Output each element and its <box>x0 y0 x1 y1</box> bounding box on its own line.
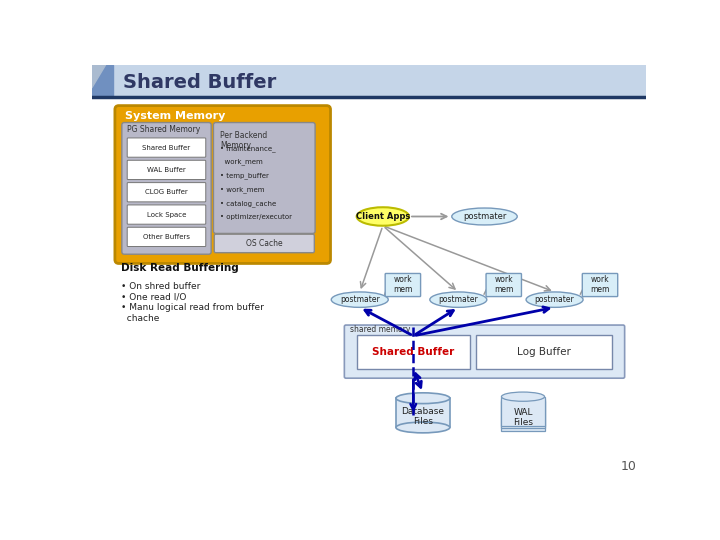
Ellipse shape <box>396 393 450 403</box>
Text: postmater: postmater <box>463 212 506 221</box>
FancyBboxPatch shape <box>486 273 521 296</box>
FancyBboxPatch shape <box>127 160 206 179</box>
FancyBboxPatch shape <box>356 335 470 369</box>
Text: Shared Buffer: Shared Buffer <box>122 73 276 92</box>
Text: • Manu logical read from buffer: • Manu logical read from buffer <box>121 303 264 313</box>
Ellipse shape <box>501 392 544 401</box>
Text: work_mem: work_mem <box>220 159 262 165</box>
Ellipse shape <box>356 207 409 226</box>
Text: CLOG Buffer: CLOG Buffer <box>145 189 188 195</box>
Text: Shared Buffer: Shared Buffer <box>372 347 454 357</box>
Ellipse shape <box>396 422 450 433</box>
Text: Shared Buffer: Shared Buffer <box>143 145 191 151</box>
Text: postmater: postmater <box>340 295 379 304</box>
Text: WAL Buffer: WAL Buffer <box>147 167 186 173</box>
FancyBboxPatch shape <box>215 234 315 253</box>
Text: Client Apps: Client Apps <box>356 212 410 221</box>
Text: • work_mem: • work_mem <box>220 186 264 193</box>
FancyBboxPatch shape <box>127 183 206 202</box>
Ellipse shape <box>451 208 517 225</box>
Text: System Memory: System Memory <box>125 111 225 122</box>
FancyBboxPatch shape <box>501 397 544 426</box>
FancyBboxPatch shape <box>122 123 211 254</box>
Text: Lock Space: Lock Space <box>147 212 186 218</box>
Text: chache: chache <box>121 314 159 323</box>
Text: • optimizer/executor: • optimizer/executor <box>220 214 292 220</box>
FancyBboxPatch shape <box>385 273 420 296</box>
Text: • One read I/O: • One read I/O <box>121 293 186 302</box>
FancyBboxPatch shape <box>396 398 450 428</box>
FancyBboxPatch shape <box>582 273 618 296</box>
Text: work
mem: work mem <box>393 274 413 294</box>
Text: Disk Read Buffering: Disk Read Buffering <box>121 263 239 273</box>
Text: OS Cache: OS Cache <box>246 239 282 248</box>
Text: postmater: postmater <box>438 295 478 304</box>
Text: Database
Files: Database Files <box>402 407 444 427</box>
Ellipse shape <box>526 292 583 307</box>
Text: • On shred buffer: • On shred buffer <box>121 282 200 291</box>
Text: • catalog_cache: • catalog_cache <box>220 200 276 207</box>
Ellipse shape <box>430 292 487 307</box>
Polygon shape <box>92 65 113 97</box>
FancyBboxPatch shape <box>344 325 625 378</box>
FancyBboxPatch shape <box>501 399 544 428</box>
FancyBboxPatch shape <box>476 335 612 369</box>
Ellipse shape <box>331 292 388 307</box>
Polygon shape <box>92 65 106 88</box>
Text: Log Buffer: Log Buffer <box>517 347 571 357</box>
FancyBboxPatch shape <box>127 227 206 247</box>
Text: work
mem: work mem <box>494 274 513 294</box>
FancyBboxPatch shape <box>127 138 206 157</box>
Text: shared memory: shared memory <box>350 325 410 334</box>
Text: PG Shared Memory: PG Shared Memory <box>127 125 200 134</box>
FancyBboxPatch shape <box>115 106 330 264</box>
FancyBboxPatch shape <box>92 65 647 97</box>
Text: Other Buffers: Other Buffers <box>143 234 190 240</box>
Text: postmater: postmater <box>535 295 575 304</box>
Text: WAL
Files: WAL Files <box>513 408 533 427</box>
Text: Per Backend
Memory: Per Backend Memory <box>220 131 268 151</box>
FancyBboxPatch shape <box>127 205 206 224</box>
FancyBboxPatch shape <box>213 123 315 233</box>
FancyBboxPatch shape <box>501 401 544 430</box>
Text: • temp_buffer: • temp_buffer <box>220 173 269 179</box>
Text: 10: 10 <box>621 460 637 473</box>
Text: • maintenance_: • maintenance_ <box>220 145 275 152</box>
Text: work
mem: work mem <box>590 274 610 294</box>
